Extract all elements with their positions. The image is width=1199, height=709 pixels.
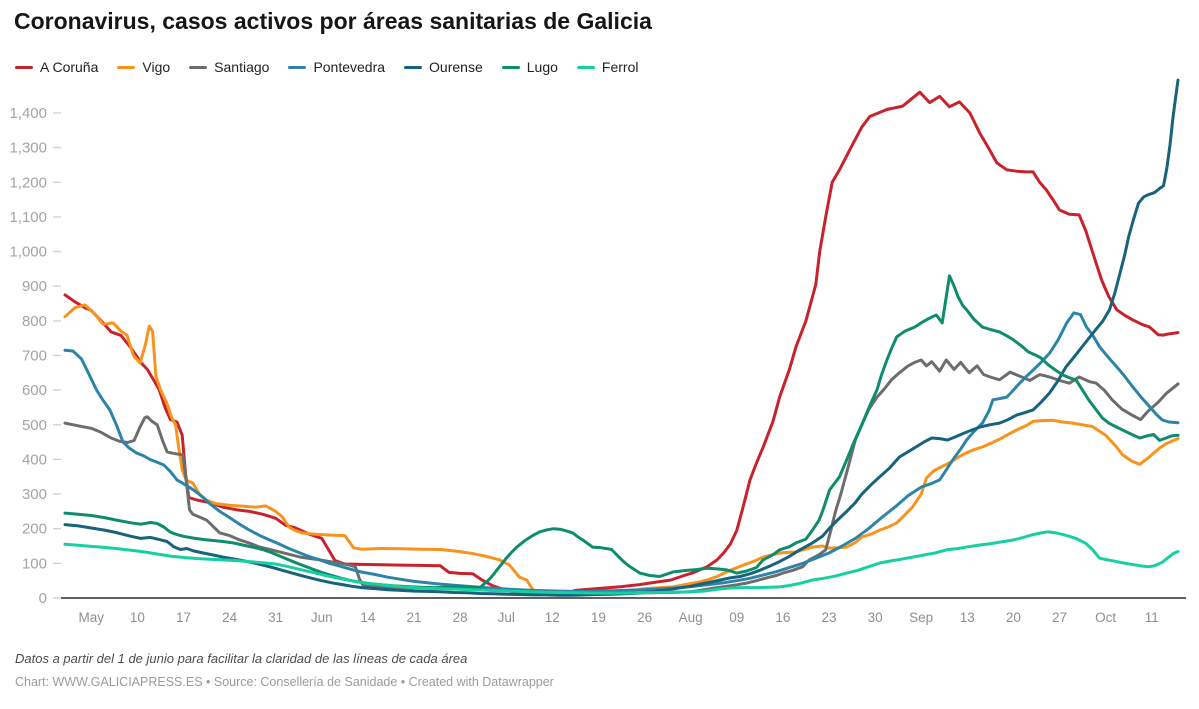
legend-swatch-santiago: [189, 65, 208, 69]
y-tick-label: 0: [39, 590, 47, 607]
chart-note: Datos a partir del 1 de junio para facil…: [15, 651, 468, 666]
series-line-ourense: [63, 78, 1180, 597]
series-line-pontevedra: [63, 311, 1180, 593]
x-tick-label: Sep: [909, 610, 933, 625]
legend-item-santiago: Santiago: [189, 59, 269, 75]
legend-item-ferrol: Ferrol: [576, 59, 639, 75]
y-tick-label: 1,100: [9, 209, 47, 226]
x-tick-label: 31: [268, 610, 283, 625]
legend-item-lugo: Lugo: [501, 59, 558, 75]
y-tick-label: 300: [22, 486, 47, 503]
x-tick-label: 26: [637, 610, 652, 625]
x-tick-label: 20: [1006, 610, 1021, 625]
legend-item-pontevedra: Pontevedra: [288, 59, 385, 75]
legend-label-a-coruna: A Coruña: [40, 59, 99, 75]
x-tick-label: 21: [406, 610, 421, 625]
series-line-ferrol: [63, 530, 1180, 595]
x-tick-label: May: [79, 610, 105, 625]
y-tick-label: 1,400: [9, 105, 47, 122]
x-tick-label: Aug: [679, 610, 703, 625]
chart-legend: A Coruña Vigo Santiago Pontevedra Ourense Lug…: [15, 59, 638, 75]
legend-swatch-ourense: [404, 65, 423, 69]
y-tick-label: 400: [22, 451, 47, 468]
y-tick-label: 1,000: [9, 244, 47, 261]
legend-label-lugo: Lugo: [526, 59, 558, 75]
x-tick-label: Jun: [311, 610, 333, 625]
y-tick-label: 1,300: [9, 140, 47, 157]
y-tick-label: 500: [22, 417, 47, 434]
chart-credit: Chart: WWW.GALICIAPRESS.ES • Source: Con…: [15, 675, 554, 689]
y-tick-label: 1,200: [9, 174, 47, 191]
x-tick-label: 16: [775, 610, 790, 625]
legend-item-a-coruna: A Coruña: [15, 59, 98, 75]
x-tick-label: 13: [960, 610, 975, 625]
legend-swatch-pontevedra: [288, 65, 307, 69]
x-tick-label: 09: [729, 610, 744, 625]
legend-item-ourense: Ourense: [404, 59, 483, 75]
x-tick-label: 19: [591, 610, 606, 625]
x-tick-label: 27: [1052, 610, 1067, 625]
y-tick-label: 100: [22, 555, 47, 572]
x-tick-label: 11: [1145, 610, 1159, 625]
y-tick-label: 200: [22, 521, 47, 538]
y-tick-label: 600: [22, 382, 47, 399]
x-tick-label: 10: [130, 610, 145, 625]
x-tick-label: 24: [222, 610, 238, 625]
x-tick-label: 30: [868, 610, 883, 625]
legend-label-ourense: Ourense: [429, 59, 483, 75]
legend-label-ferrol: Ferrol: [601, 59, 639, 75]
legend-swatch-lugo: [501, 65, 520, 69]
x-tick-label: 14: [360, 610, 376, 625]
series-line-lugo: [63, 274, 1180, 590]
series-line-vigo: [63, 303, 1180, 595]
x-tick-label: 12: [545, 610, 560, 625]
legend-swatch-a-coruna: [15, 65, 33, 69]
legend-label-santiago: Santiago: [214, 59, 270, 75]
x-tick-label: Oct: [1095, 610, 1116, 625]
x-tick-label: 23: [821, 610, 836, 625]
x-tick-label: Jul: [498, 610, 515, 625]
legend-swatch-ferrol: [576, 65, 595, 69]
y-tick-label: 900: [22, 278, 47, 295]
legend-label-pontevedra: Pontevedra: [313, 59, 386, 75]
legend-swatch-vigo: [117, 65, 136, 69]
x-tick-label: 28: [453, 610, 468, 625]
chart-title: Coronavirus, casos activos por áreas san…: [14, 8, 652, 34]
legend-label-vigo: Vigo: [142, 59, 171, 75]
x-tick-label: 17: [176, 610, 191, 625]
y-tick-label: 800: [22, 313, 47, 330]
legend-item-vigo: Vigo: [117, 59, 170, 75]
y-tick-label: 700: [22, 348, 47, 365]
